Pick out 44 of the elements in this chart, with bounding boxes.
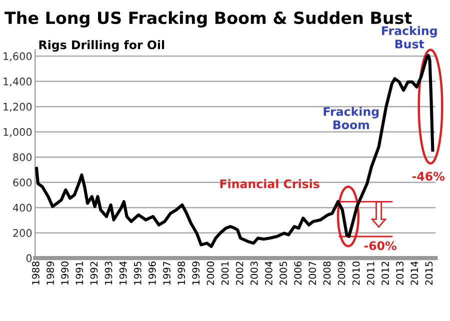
x-tick-label: 2003 [250, 262, 258, 285]
x-tick-label: 2012 [382, 262, 389, 285]
x-tick-label: 2009 [338, 262, 346, 285]
y-tick-label: 800 [13, 153, 32, 162]
x-tick-label: 1988 [32, 262, 40, 285]
annotation: Fracking Boom [324, 106, 379, 130]
x-tick-label: 2000 [206, 262, 214, 285]
x-tick-label: 1991 [76, 262, 84, 285]
x-tick-label: 2014 [410, 261, 418, 285]
x-tick-label: 1994 [119, 261, 127, 285]
y-tick-label: 1,600 [4, 52, 32, 62]
x-tick-label: 1989 [46, 262, 54, 285]
x-tick-label: 2005 [280, 262, 287, 285]
y-tick-label: 200 [13, 229, 32, 237]
text: Fracking Bust [382, 26, 437, 48]
x-tick-label: 2008 [323, 262, 331, 285]
annotation: -60% [364, 241, 396, 250]
x-tick-label: 1999 [192, 262, 200, 285]
x-tick-label: 2013 [396, 262, 404, 285]
x-tick-label: 1996 [148, 261, 156, 285]
x-tick-label: 1997 [163, 262, 170, 285]
x-tick-label: 2007 [308, 262, 316, 285]
x-tick-label: 1990 [61, 262, 69, 285]
x-tick-label: 2004 [265, 261, 272, 285]
x-tick-label: 2002 [236, 262, 244, 285]
chart-subtitle: Rigs Drilling for Oil [39, 40, 164, 52]
y-tick-label: 1,200 [4, 102, 32, 112]
x-tick-label: 1992 [90, 262, 98, 285]
y-tick-label: 600 [13, 178, 32, 186]
y-tick-label: 1,000 [4, 128, 32, 137]
x-tick-label: 1998 [178, 262, 186, 285]
x-tick-label: 2011 [366, 262, 374, 285]
x-tick-label: 2006 [294, 261, 302, 285]
chart-title: The Long US Fracking Boom & Sudden Bust [4, 11, 412, 28]
x-tick-label: 1993 [104, 262, 112, 285]
y-tick-label: 0 [26, 254, 32, 262]
x-tick-label: 2001 [221, 262, 229, 285]
x-tick-label: 2015 [425, 262, 433, 285]
y-tick-label: 400 [12, 204, 32, 212]
annotation: -46% [412, 172, 445, 181]
x-tick-label: 2010 [352, 262, 360, 285]
annotation: Financial Crisis [220, 179, 320, 188]
y-tick-label: 1,400 [4, 78, 32, 86]
x-tick-label: 1995 [134, 262, 142, 285]
